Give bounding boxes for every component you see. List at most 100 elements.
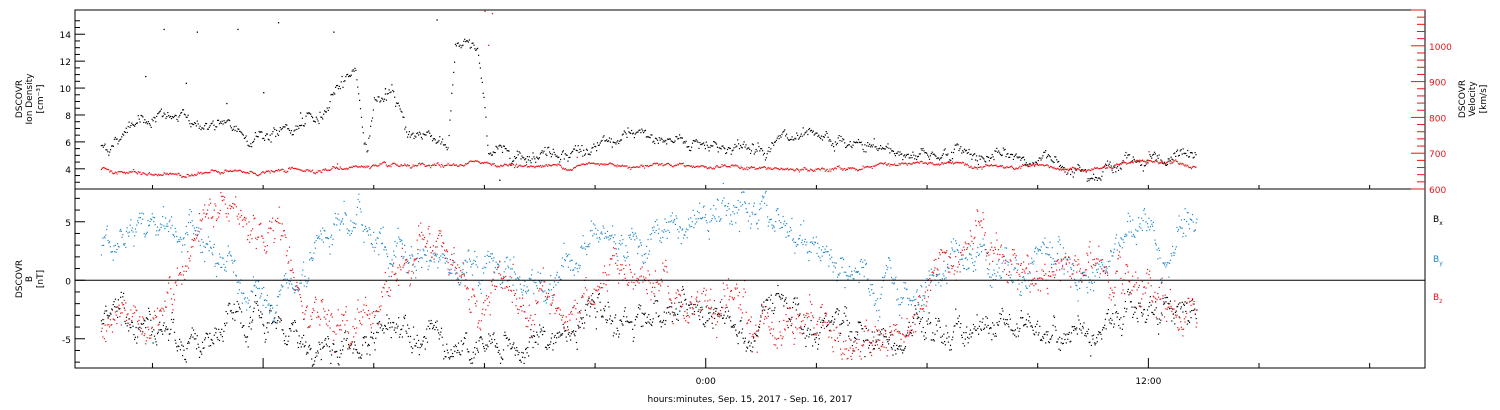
- by-point: [333, 224, 336, 226]
- bx-point: [844, 306, 846, 308]
- bx-point: [848, 322, 851, 324]
- by-point: [173, 236, 176, 238]
- by-point: [606, 230, 609, 232]
- density-point: [479, 67, 481, 69]
- density-point: [290, 130, 292, 132]
- bx-point: [146, 317, 148, 319]
- bx-point: [227, 313, 229, 315]
- bx-point: [935, 317, 937, 319]
- density-point: [820, 138, 822, 140]
- by-point: [772, 225, 775, 227]
- velocity-point: [209, 171, 211, 173]
- by-point: [352, 221, 354, 224]
- by-point: [168, 230, 170, 233]
- velocity-point: [1060, 169, 1062, 171]
- bx-point: [1098, 331, 1100, 333]
- velocity-point: [763, 166, 765, 168]
- bx-point: [153, 329, 155, 331]
- bx-point: [314, 360, 316, 362]
- density-point: [762, 150, 764, 152]
- velocity-point: [718, 166, 720, 168]
- bx-point: [1142, 313, 1144, 315]
- by-point: [508, 267, 510, 269]
- density-point: [750, 152, 752, 154]
- density-point: [982, 157, 984, 159]
- by-point: [170, 227, 172, 229]
- density-point: [206, 128, 209, 130]
- bx-point: [667, 306, 669, 309]
- velocity-point: [608, 163, 610, 165]
- by-point: [569, 260, 571, 262]
- bx-point: [290, 330, 292, 332]
- density-point: [652, 141, 654, 143]
- velocity-point: [371, 165, 373, 168]
- velocity-point: [600, 163, 602, 165]
- bx-point: [1001, 307, 1003, 310]
- velocity-point: [518, 165, 520, 167]
- bx-point: [132, 325, 134, 327]
- bx-point: [464, 337, 466, 340]
- legend: Bx By Bz: [1433, 215, 1443, 305]
- density-point: [239, 130, 241, 132]
- bx-point: [145, 317, 147, 319]
- by-point: [702, 216, 704, 219]
- bx-point: [1051, 334, 1053, 336]
- by-point: [746, 211, 748, 213]
- velocity-point: [798, 171, 801, 173]
- density-point: [167, 112, 169, 114]
- velocity-point: [126, 172, 128, 174]
- velocity-point: [845, 168, 848, 170]
- velocity-point: [1005, 167, 1007, 169]
- density-point: [448, 134, 450, 137]
- bx-point: [1052, 324, 1054, 326]
- velocity-point: [972, 167, 974, 169]
- density-point: [556, 155, 558, 157]
- density-point: [139, 121, 141, 123]
- velocity-point: [1114, 164, 1116, 166]
- density-point: [475, 49, 477, 51]
- density-point: [809, 130, 812, 132]
- velocity-point: [418, 163, 420, 165]
- bx-point: [181, 344, 183, 346]
- velocity-point: [113, 172, 115, 174]
- bx-point: [710, 315, 713, 317]
- velocity-point: [474, 160, 476, 162]
- density-point: [886, 146, 888, 149]
- density-point: [151, 118, 153, 120]
- bx-point: [713, 312, 715, 314]
- bx-point: [128, 318, 131, 320]
- velocity-point: [729, 166, 731, 168]
- density-point: [679, 137, 682, 139]
- bx-point: [347, 348, 349, 350]
- bx-point: [123, 307, 125, 309]
- velocity-point: [1150, 160, 1152, 162]
- bx-point: [389, 327, 391, 329]
- bx-point: [1000, 313, 1002, 316]
- bx-point: [812, 334, 814, 336]
- bx-point: [789, 318, 791, 320]
- by-point: [732, 211, 734, 213]
- bx-point: [1159, 322, 1161, 324]
- density-point: [979, 158, 981, 160]
- by-point: [103, 236, 105, 238]
- velocity-point: [1179, 162, 1181, 164]
- velocity-point: [682, 162, 684, 164]
- bx-point: [535, 341, 537, 343]
- bx-point: [386, 314, 388, 316]
- by-point: [211, 252, 213, 254]
- density-point: [260, 131, 262, 133]
- by-point: [617, 259, 619, 262]
- bx-point: [554, 334, 556, 337]
- velocity-point: [421, 162, 423, 164]
- density-point: [849, 141, 851, 143]
- density-point: [994, 150, 996, 152]
- velocity-point: [475, 160, 477, 162]
- velocity-point: [790, 168, 792, 170]
- velocity-point: [484, 161, 486, 163]
- by-point: [824, 248, 826, 250]
- velocity-point: [324, 168, 327, 170]
- by-point: [321, 239, 323, 241]
- velocity-point: [937, 164, 939, 166]
- bx-point: [354, 344, 356, 346]
- bx-point: [700, 310, 702, 312]
